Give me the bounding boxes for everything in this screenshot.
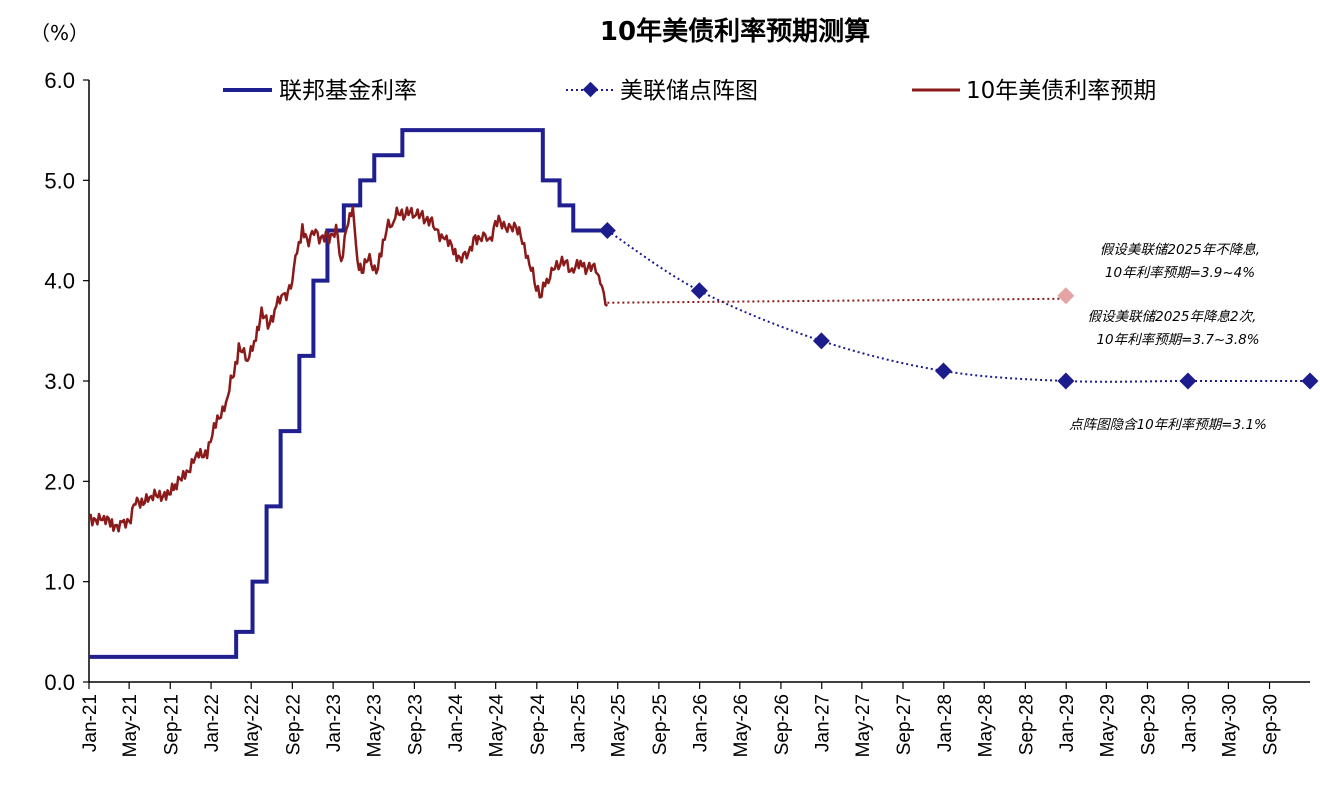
x-tick-label: Sep-23 [405,694,426,755]
x-tick-label: Jan-27 [813,694,834,752]
y-tick-label: 5.0 [44,168,75,193]
legend-item-dot-plot: 美联储点阵图 [566,78,758,104]
annotation-dot-plot: 点阵图隐含10年利率预期=3.1% [1069,417,1267,433]
x-tick-label: Jan-26 [691,694,712,752]
x-axis: Jan-21 May-21 Sep-21 Jan-22 May-22 Sep-22 Jan-… [80,682,1282,757]
x-tick-label: Jan-23 [324,694,345,752]
series-fed-funds-rate [89,128,608,659]
dot-plot-marker [598,222,616,239]
x-tick-label: May-27 [853,694,874,757]
x-tick-label: Sep-29 [1138,694,1159,755]
x-tick-label: May-23 [364,694,385,757]
x-tick-label: Sep-22 [283,694,304,755]
dot-plot-marker [934,362,952,380]
x-tick-label: Sep-26 [772,694,793,755]
y-axis-unit: （%） [30,21,89,45]
x-tick-label: Jan-29 [1057,694,1078,752]
x-tick-label: Sep-28 [1016,694,1037,755]
x-tick-label: Jan-21 [80,694,101,752]
y-tick-label: 1.0 [44,570,75,595]
x-tick-label: Jan-30 [1179,694,1200,752]
annotation-no-cut-line1: 假设美联储2025年不降息, [1100,242,1260,258]
y-tick-label: 3.0 [44,369,75,394]
series-10y-expectation [88,205,609,533]
x-tick-label: May-30 [1219,694,1240,757]
x-tick-label: May-21 [120,694,141,757]
y-tick-label: 4.0 [44,269,75,294]
dot-plot-marker [812,332,830,350]
legend-item-fed-funds: 联邦基金利率 [223,78,417,104]
x-tick-label: May-22 [242,694,263,757]
x-tick-label: May-28 [975,694,996,757]
legend-label-fed-funds: 联邦基金利率 [279,78,417,104]
dot-plot-marker [1057,372,1075,390]
x-tick-label: Jan-24 [446,694,467,753]
x-tick-label: May-24 [487,694,508,758]
x-tick-label: Sep-25 [650,694,671,755]
annotations: 假设美联储2025年不降息, 10年利率预期=3.9~4% 假设美联储2025年… [1069,242,1267,433]
x-tick-label: Sep-24 [528,694,549,756]
legend-marker-dot-plot [582,81,599,98]
y-tick-label: 2.0 [44,469,75,494]
annotation-no-cut-line2: 10年利率预期=3.9~4% [1105,265,1255,281]
x-tick-label: May-26 [731,694,752,757]
y-axis: 0.0 1.0 2.0 3.0 4.0 5.0 6.0 [44,68,89,695]
y-tick-label: 6.0 [44,68,75,93]
legend: 联邦基金利率 美联储点阵图 10年美债利率预期 [223,78,1156,104]
x-tick-label: Sep-27 [894,694,915,755]
x-tick-label: Sep-30 [1261,694,1282,755]
legend-item-10y-expectation: 10年美债利率预期 [912,78,1156,104]
series-10y-projection [607,297,1066,304]
x-tick-label: Jan-28 [935,694,956,752]
series-layer [88,128,1310,659]
x-tick-label: Sep-21 [161,694,182,755]
x-tick-label: May-25 [609,694,630,757]
annotation-two-cuts-line2: 10年利率预期=3.7~3.8% [1096,332,1259,348]
dot-plot-marker [690,282,708,300]
dot-plot-marker [1179,372,1197,390]
x-tick-label: Jan-22 [202,694,223,752]
legend-label-10y: 10年美债利率预期 [966,78,1156,104]
chart-title: 10年美债利率预期测算 [600,16,870,47]
x-tick-label: Jan-25 [569,694,590,752]
legend-label-dot-plot: 美联储点阵图 [620,78,758,104]
dot-plot-marker [1301,372,1319,390]
x-tick-label: May-29 [1097,694,1118,757]
axes-lines [88,80,1310,683]
y-tick-label: 0.0 [44,670,75,695]
no-cut-scenario-marker [1057,287,1075,305]
annotation-two-cuts-line1: 假设美联储2025年降息2次, [1088,309,1257,325]
